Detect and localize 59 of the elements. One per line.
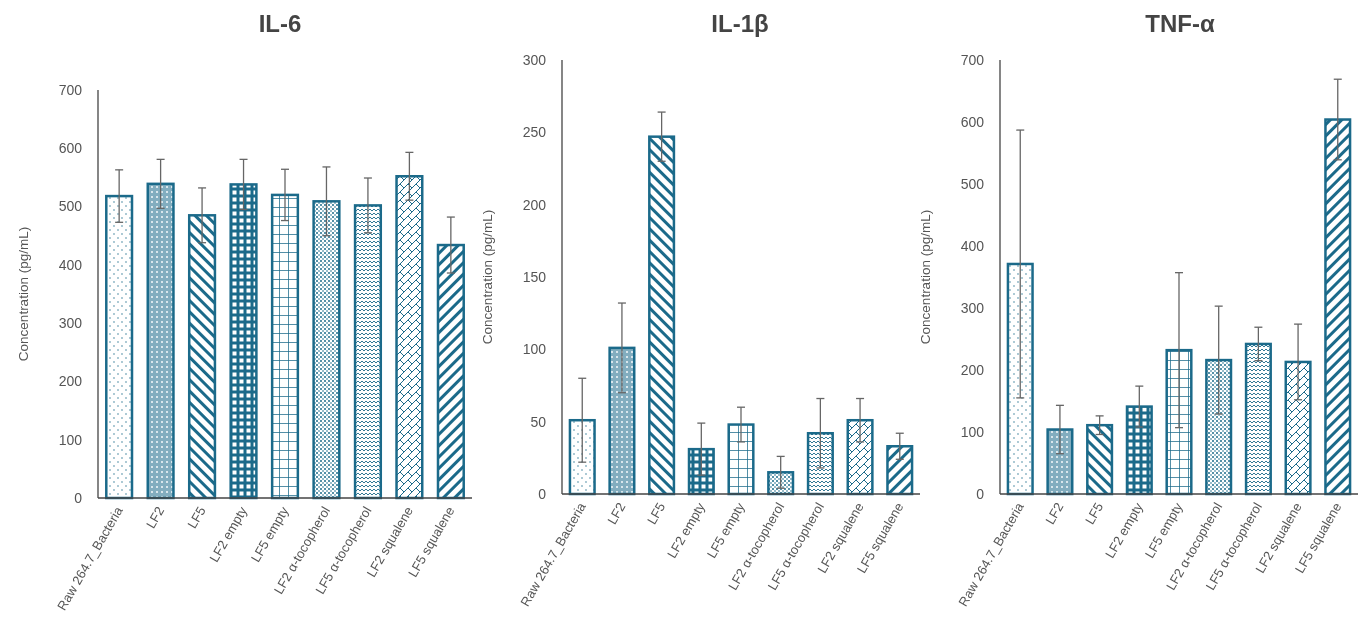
x-tick-label: LF2	[1042, 500, 1067, 527]
y-tick-label: 700	[58, 81, 83, 98]
bar	[229, 183, 258, 500]
bar	[1086, 423, 1114, 496]
x-tick-label: LF2	[143, 504, 168, 531]
bar	[312, 200, 341, 500]
y-axis-title: Concentration (pg/mL)	[16, 226, 31, 362]
bar	[1046, 428, 1074, 496]
bar	[1125, 405, 1153, 496]
y-tick-label: 300	[58, 315, 83, 332]
y-tick-label: 200	[522, 196, 547, 213]
y-tick-label: 600	[58, 140, 83, 157]
y-tick-label: 100	[522, 341, 547, 358]
bar	[1006, 262, 1034, 496]
chart-title: TNF-α	[1145, 10, 1215, 37]
y-tick-label: 100	[960, 423, 985, 440]
y-tick-label: 600	[960, 113, 985, 130]
bar	[727, 423, 755, 496]
chart-title: IL-6	[258, 10, 302, 37]
bar	[608, 346, 636, 496]
y-tick-label: 250	[522, 124, 547, 141]
y-tick-label: 700	[960, 51, 985, 68]
bar	[1324, 118, 1352, 496]
bar	[395, 175, 424, 500]
bar	[146, 182, 175, 500]
y-axis-title: Concentration (pg/mL)	[918, 209, 933, 345]
bar	[187, 214, 217, 500]
bar	[1205, 358, 1233, 496]
bar	[1284, 360, 1312, 496]
x-tick-label: LF2	[604, 500, 629, 527]
bar	[1244, 342, 1272, 496]
y-tick-label: 500	[960, 175, 985, 192]
y-axis-title: Concentration (pg/mL)	[480, 209, 495, 345]
chart-title: IL-1β	[711, 10, 769, 37]
y-tick-label: 50	[530, 413, 547, 430]
bar	[270, 193, 300, 500]
bar	[105, 194, 134, 500]
bar	[436, 243, 465, 500]
bar	[846, 418, 874, 496]
bar	[1165, 348, 1193, 496]
y-tick-label: 150	[522, 268, 547, 285]
y-tick-label: 300	[522, 51, 547, 68]
y-tick-label: 300	[960, 299, 985, 316]
y-tick-label: 400	[58, 256, 83, 273]
bar	[353, 204, 383, 500]
y-tick-label: 200	[960, 361, 985, 378]
bar	[767, 471, 795, 496]
y-tick-label: 0	[74, 489, 83, 506]
bar	[648, 135, 676, 496]
y-tick-label: 0	[976, 485, 985, 502]
bar	[886, 445, 914, 496]
y-tick-label: 400	[960, 237, 985, 254]
y-tick-label: 500	[58, 198, 83, 215]
y-tick-label: 0	[538, 485, 547, 502]
bar	[806, 431, 834, 496]
y-tick-label: 100	[58, 431, 83, 448]
y-tick-label: 200	[58, 373, 83, 390]
bar	[687, 447, 715, 496]
bar	[568, 418, 596, 496]
